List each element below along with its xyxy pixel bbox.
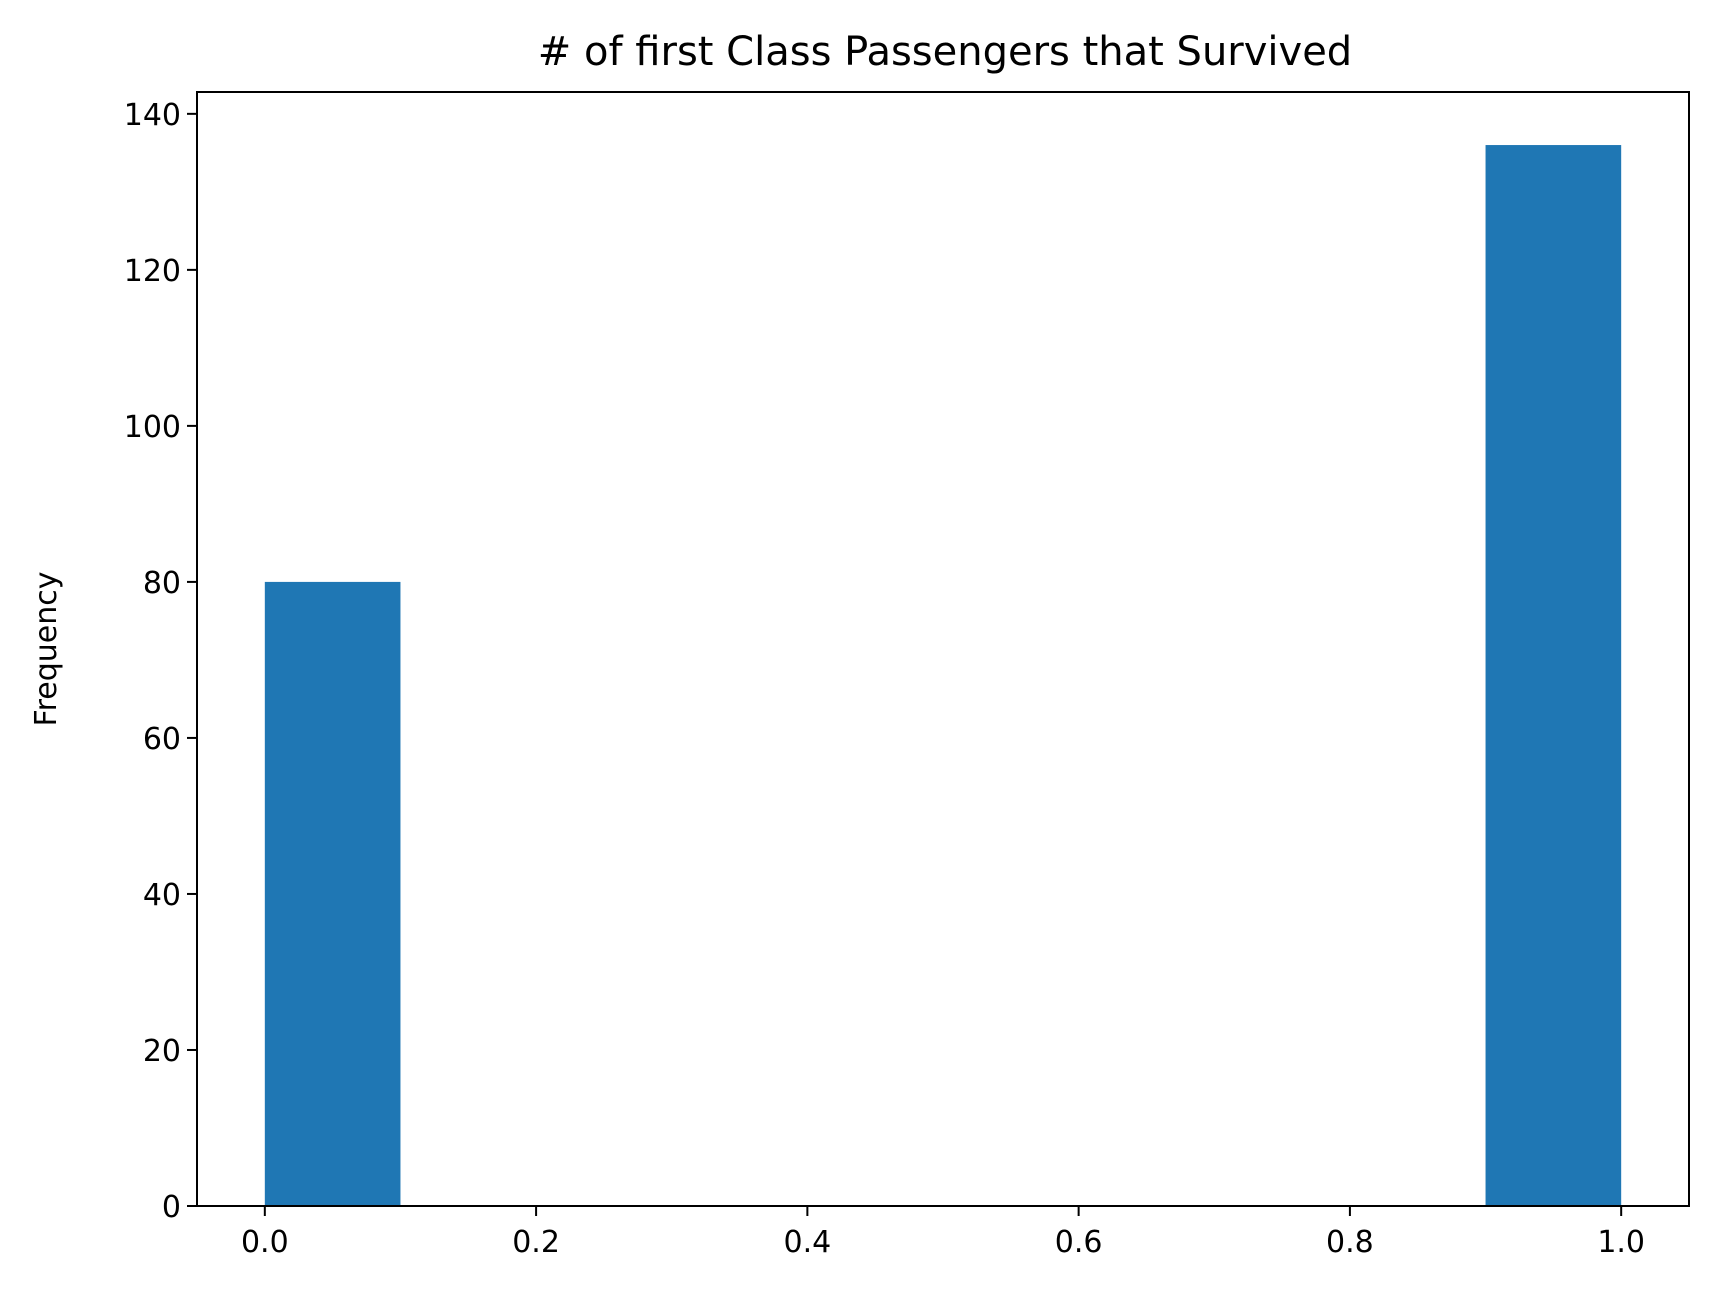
y-tick-label: 20 [143, 1034, 181, 1069]
y-tick-label: 140 [124, 98, 181, 133]
chart-title: # of first Class Passengers that Survive… [538, 29, 1352, 75]
plot-frame [196, 91, 1690, 1207]
histogram-bar-0 [264, 581, 401, 1206]
histogram-bar-9 [1485, 145, 1622, 1207]
x-tick-label: 0.6 [1055, 1225, 1103, 1260]
x-axis-ticks: 0.0 0.2 0.4 0.6 0.8 1.0 [241, 1206, 1645, 1260]
y-axis-label: Frequency [29, 572, 64, 727]
y-tick-label: 60 [143, 722, 181, 757]
x-tick-label: 0.8 [1326, 1225, 1374, 1260]
y-tick-label: 0 [162, 1190, 181, 1225]
y-tick-label: 100 [124, 410, 181, 445]
x-tick-label: 0.0 [241, 1225, 289, 1260]
bars-group [264, 145, 1622, 1207]
x-tick-label: 1.0 [1597, 1225, 1645, 1260]
y-tick-label: 40 [143, 878, 181, 913]
y-tick-label: 120 [124, 254, 181, 289]
y-tick-label: 80 [143, 566, 181, 601]
y-axis-ticks: 0 20 40 60 80 100 120 140 [124, 98, 197, 1225]
x-tick-label: 0.2 [512, 1225, 560, 1260]
x-tick-label: 0.4 [784, 1225, 832, 1260]
